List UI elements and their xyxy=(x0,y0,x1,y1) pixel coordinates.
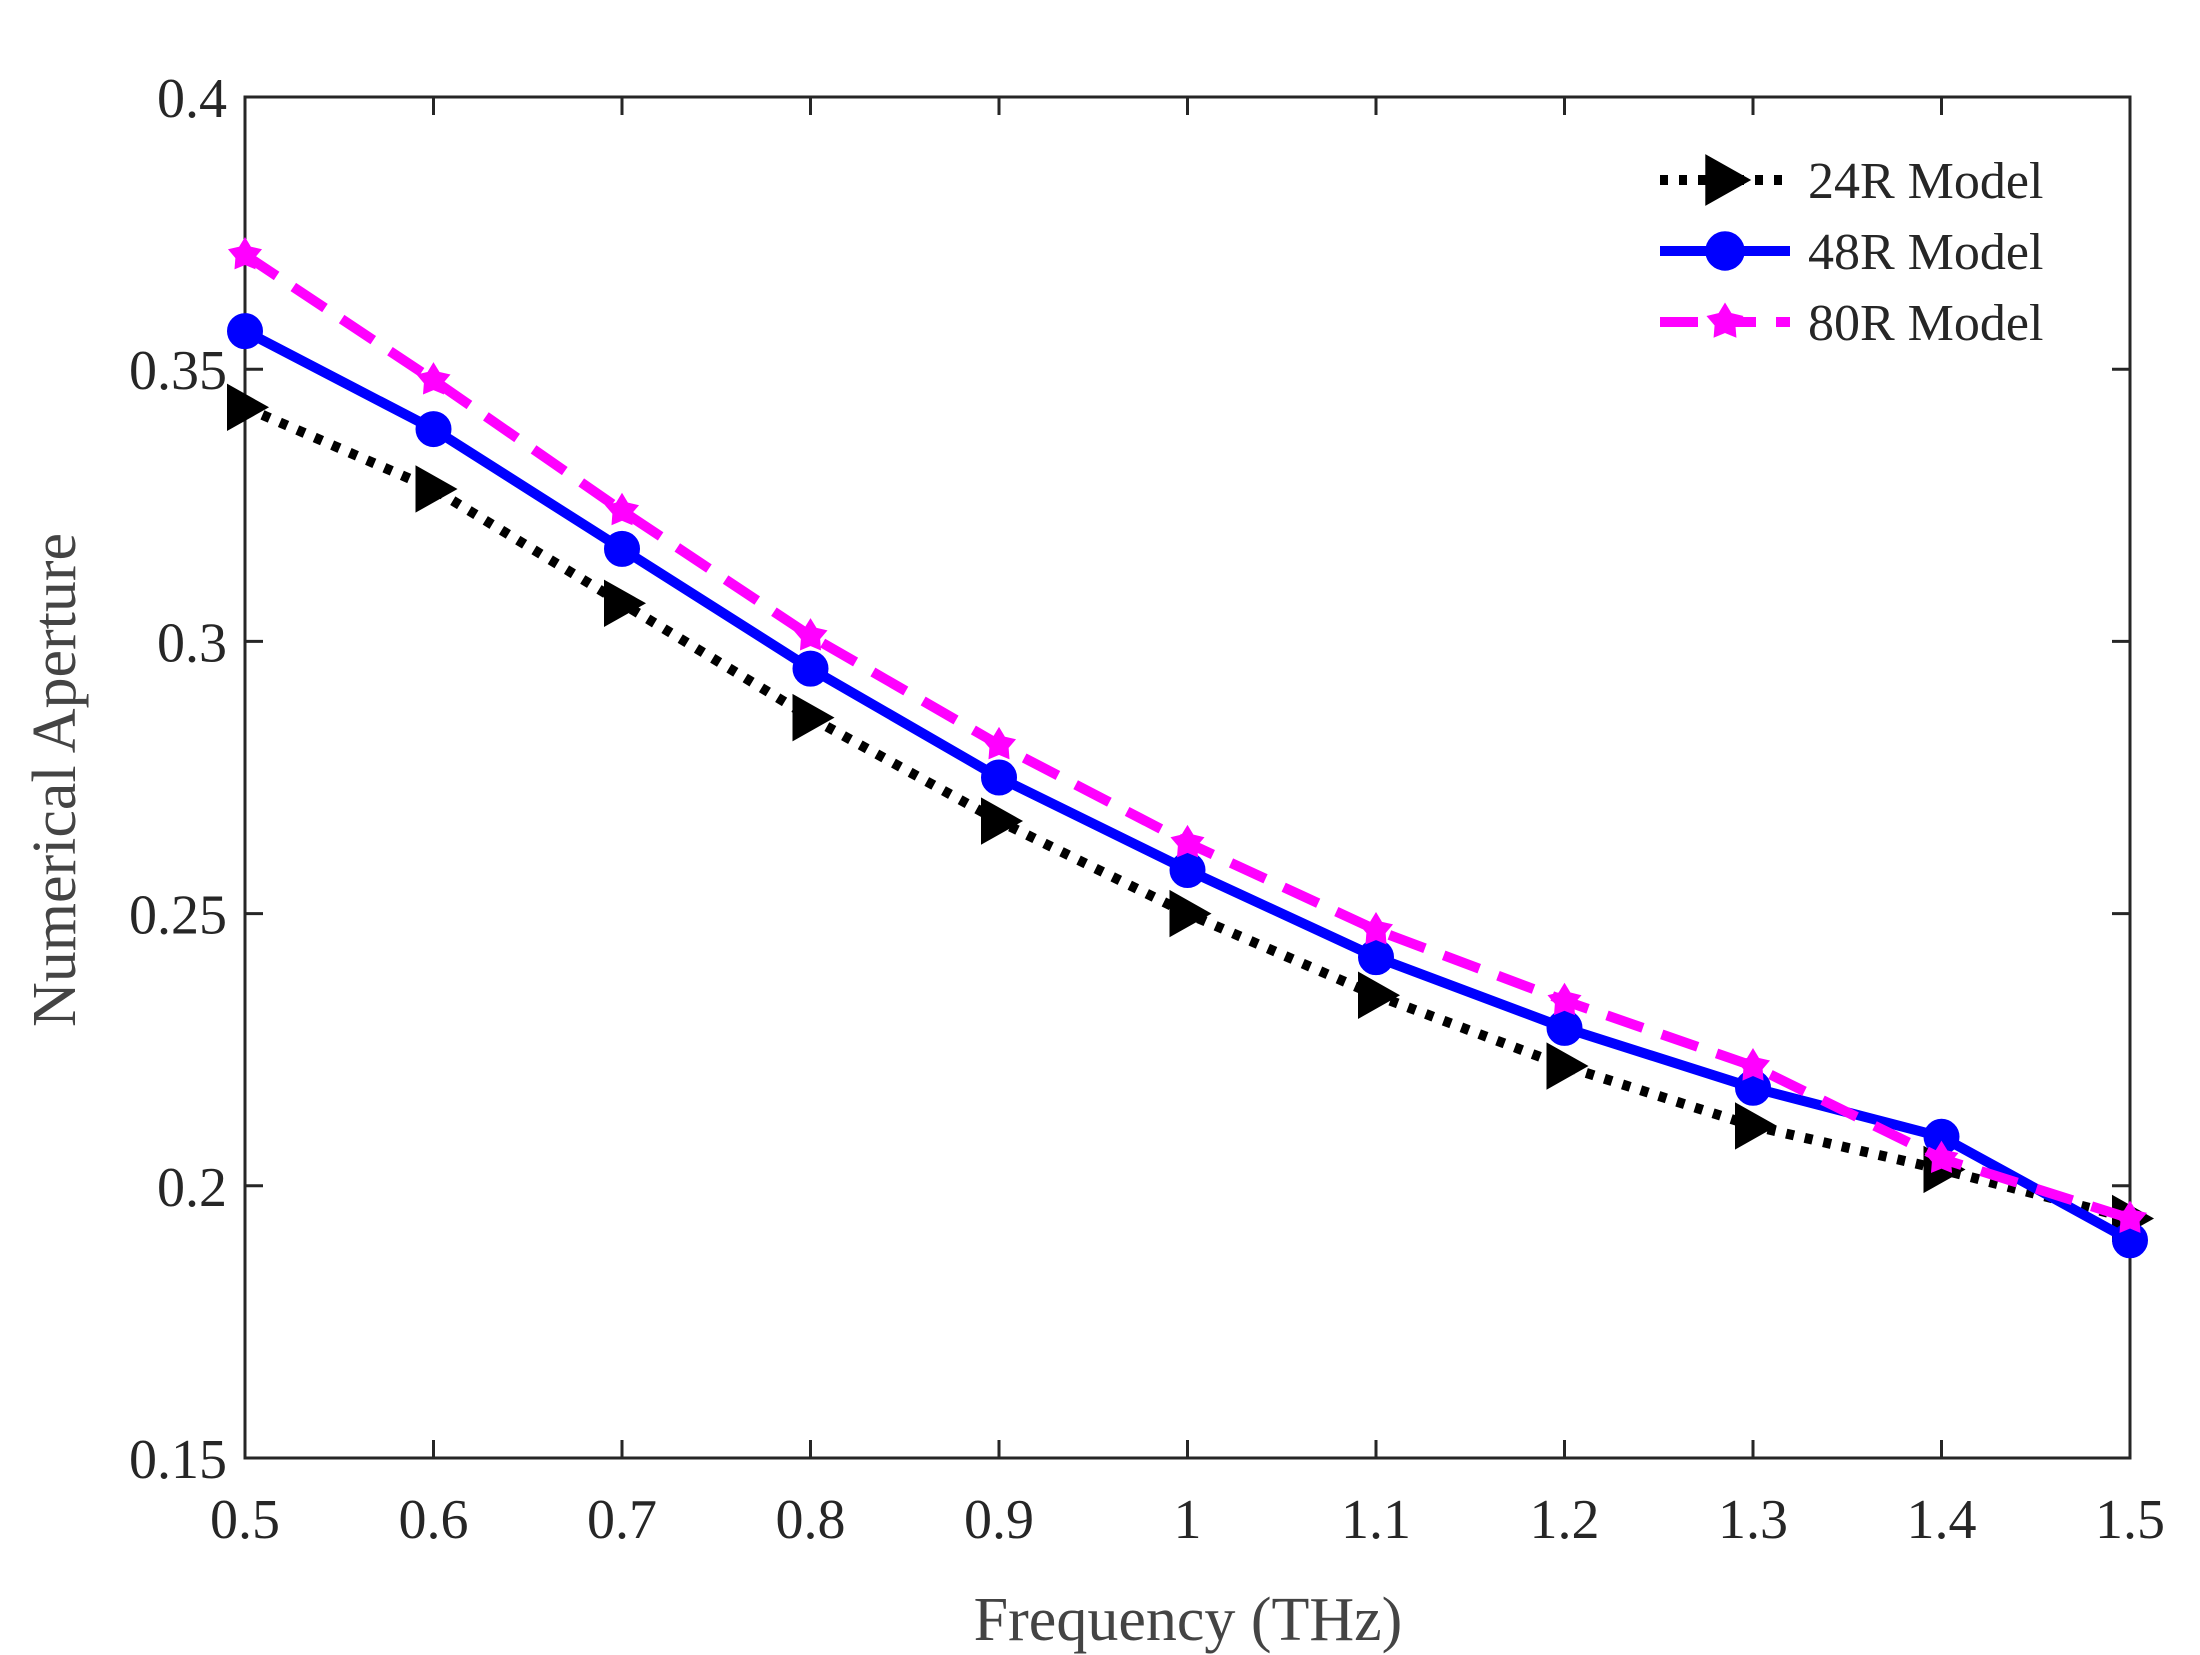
y-axis-title: Numerical Aperture xyxy=(21,533,89,1027)
legend-marker xyxy=(1706,302,1744,338)
x-axis-title: Frequency (THz) xyxy=(974,1586,1403,1654)
data-point xyxy=(981,726,1017,760)
legend-label: 80R Model xyxy=(1808,295,2043,352)
data-point xyxy=(1735,1102,1778,1150)
y-tick-label: 0.25 xyxy=(129,885,227,947)
legend-entry: 80R Model xyxy=(1660,295,2043,352)
data-point xyxy=(1169,852,1206,889)
legend-label: 48R Model xyxy=(1808,224,2043,281)
legend-marker xyxy=(1705,231,1745,271)
x-tick-label: 1.2 xyxy=(1530,1489,1600,1551)
data-point xyxy=(604,579,647,628)
y-tick-label: 0.35 xyxy=(129,340,227,402)
data-point xyxy=(1358,911,1394,945)
y-tick-label: 0.15 xyxy=(129,1429,227,1491)
x-tick-label: 0.6 xyxy=(399,1489,469,1551)
legend-entry: 24R Model xyxy=(1660,153,2043,210)
legend-label: 24R Model xyxy=(1808,153,2043,210)
data-point xyxy=(604,492,640,526)
x-tick-label: 0.8 xyxy=(776,1489,846,1551)
y-tick-labels: 0.15 0.2 0.25 0.3 0.35 0.4 xyxy=(129,68,227,1491)
data-point xyxy=(227,313,263,350)
data-point xyxy=(1735,1048,1771,1081)
data-point xyxy=(604,530,640,567)
x-tick-label: 1 xyxy=(1174,1489,1202,1551)
legend: 24R Model 48R Model 80R Model xyxy=(1660,153,2043,352)
y-tick-label: 0.3 xyxy=(157,612,227,674)
data-point xyxy=(793,618,828,651)
legend-marker xyxy=(1705,154,1752,206)
data-point xyxy=(1924,1140,1959,1174)
x-tick-label: 0.5 xyxy=(210,1489,280,1551)
data-point xyxy=(1546,1042,1589,1090)
x-tick-label: 0.9 xyxy=(964,1489,1034,1551)
x-tick-label: 1.1 xyxy=(1341,1489,1411,1551)
legend-entry: 48R Model xyxy=(1660,224,2043,281)
x-tick-label: 1.4 xyxy=(1907,1489,1977,1551)
y-tick-label: 0.2 xyxy=(157,1157,227,1219)
data-point xyxy=(415,465,458,513)
data-point xyxy=(792,693,835,742)
data-point xyxy=(415,411,452,448)
data-point xyxy=(1358,939,1394,976)
data-point xyxy=(1169,889,1212,938)
data-point xyxy=(981,797,1024,845)
series-layer xyxy=(227,236,2155,1259)
x-tick-label: 1.3 xyxy=(1718,1489,1788,1551)
data-point xyxy=(1358,971,1401,1019)
data-point xyxy=(1547,982,1582,1016)
series-80r-model xyxy=(227,236,2148,1233)
data-point xyxy=(227,236,263,270)
data-point xyxy=(227,383,270,432)
x-tick-labels: 0.5 0.6 0.7 0.8 0.9 1 1.1 1.2 1.3 1.4 1.5 xyxy=(210,1489,2165,1551)
x-tick-label: 0.7 xyxy=(587,1489,657,1551)
data-point xyxy=(2112,1200,2148,1233)
data-point xyxy=(981,759,1017,796)
data-point xyxy=(1170,824,1205,858)
y-tick-label: 0.4 xyxy=(157,68,227,130)
data-point xyxy=(792,650,829,687)
data-point xyxy=(1546,1009,1583,1046)
data-point xyxy=(416,362,451,395)
axis-ticks xyxy=(243,95,2132,1460)
x-tick-label: 1.5 xyxy=(2095,1489,2165,1551)
